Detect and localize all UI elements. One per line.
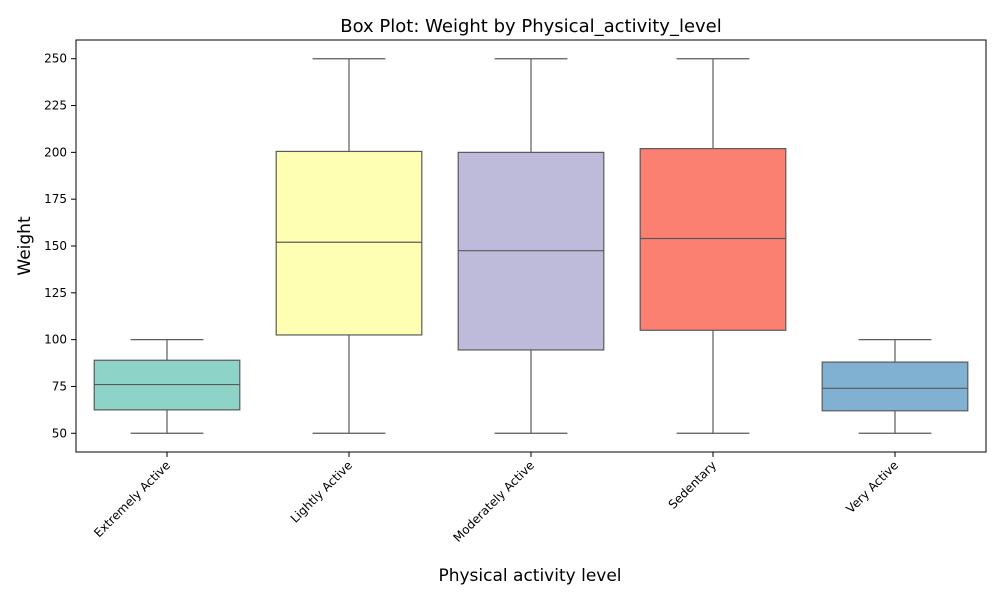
box-group xyxy=(457,58,605,434)
y-tick-label: 250 xyxy=(44,52,67,66)
x-tick-label: Sedentary xyxy=(666,458,720,512)
box-group xyxy=(275,58,423,434)
y-axis-label: Weight xyxy=(15,216,35,276)
x-tick-label: Moderately Active xyxy=(451,458,538,545)
box-group xyxy=(821,339,969,434)
y-tick-label: 125 xyxy=(44,286,67,300)
x-tick-label: Extremely Active xyxy=(91,458,173,540)
y-tick-label: 100 xyxy=(44,333,67,347)
box-group xyxy=(93,339,241,434)
plot-area xyxy=(93,58,969,434)
chart-title: Box Plot: Weight by Physical_activity_le… xyxy=(340,16,722,37)
x-axis: Extremely Active Lightly Active Moderately… xyxy=(91,452,901,545)
y-tick-label: 50 xyxy=(52,426,67,440)
iqr-box xyxy=(639,148,787,331)
x-tick-label: Lightly Active xyxy=(288,458,355,525)
x-axis-label: Physical activity level xyxy=(438,566,621,586)
y-tick-label: 225 xyxy=(44,99,67,113)
y-tick-label: 175 xyxy=(44,192,67,206)
iqr-box xyxy=(821,361,969,412)
y-tick-label: 200 xyxy=(44,145,67,159)
x-tick-label: Very Active xyxy=(843,458,901,516)
y-tick-label: 75 xyxy=(52,379,67,393)
box-group xyxy=(639,58,787,434)
y-tick-label: 150 xyxy=(44,239,67,253)
y-axis: 50 75 100 125 150 175 200 225 250 xyxy=(44,52,76,440)
iqr-box xyxy=(275,150,423,336)
